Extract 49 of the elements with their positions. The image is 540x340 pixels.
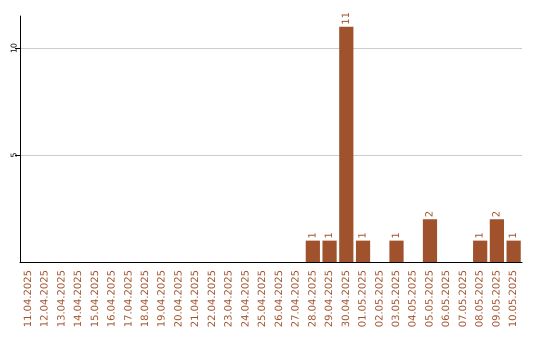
bar: [490, 219, 504, 262]
x-tick-label: 02.05.2025: [374, 270, 386, 328]
data-label: 1: [307, 232, 318, 239]
bar: [473, 240, 488, 262]
x-tick-label: 09.05.2025: [491, 270, 502, 328]
x-tick-label: 01.05.2025: [358, 270, 369, 328]
x-tick-label: 26.04.2025: [274, 270, 285, 328]
x-tick-label: 20.04.2025: [173, 270, 184, 328]
x-tick-label: 23.04.2025: [224, 270, 235, 328]
x-tick-label: 03.05.2025: [391, 270, 402, 328]
x-tick-label: 05.05.2025: [424, 270, 436, 328]
data-label: 1: [474, 232, 486, 239]
x-tick-label: 25.04.2025: [257, 270, 268, 328]
x-tick-label: 18.04.2025: [140, 270, 151, 328]
data-label: 1: [508, 232, 520, 239]
data-label: 1: [391, 232, 402, 239]
bar: [322, 240, 337, 262]
bar: [306, 240, 320, 262]
x-tick-label: 30.04.2025: [340, 270, 352, 328]
bar: [422, 219, 438, 262]
x-tick-label: 13.04.2025: [56, 270, 68, 328]
x-tick-label: 08.05.2025: [474, 270, 486, 328]
bar: [339, 26, 354, 262]
x-tick-label: 12.04.2025: [40, 270, 51, 328]
x-tick-label: 04.05.2025: [408, 270, 419, 328]
data-label: 2: [491, 210, 502, 218]
data-label: 1: [358, 232, 369, 239]
x-tick-label: 15.04.2025: [90, 270, 101, 328]
x-tick-label: 24.04.2025: [240, 270, 252, 328]
x-tick-label: 27.04.2025: [290, 270, 302, 328]
x-tick-label: 29.04.2025: [324, 270, 336, 328]
x-tick-label: 19.04.2025: [156, 270, 168, 328]
x-tick-label: 28.04.2025: [307, 270, 318, 328]
data-label: 11: [340, 12, 352, 25]
bar: [389, 240, 404, 262]
bar: [356, 240, 370, 262]
x-tick-label: 11.04.2025: [22, 270, 34, 328]
x-tick-label: 07.05.2025: [458, 270, 469, 328]
data-label: 1: [324, 232, 336, 239]
x-tick-label: 10.05.2025: [508, 270, 520, 328]
x-tick-label: 22.04.2025: [206, 270, 218, 328]
bar: [506, 240, 521, 262]
x-tick-label: 16.04.2025: [106, 270, 118, 328]
x-tick-label: 06.05.2025: [441, 270, 452, 328]
x-tick-label: 17.04.2025: [123, 270, 134, 328]
x-tick-label: 21.04.2025: [190, 270, 202, 328]
data-label: 2: [424, 210, 436, 218]
y-tick-label: 10: [10, 42, 18, 54]
x-tick-label: 14.04.2025: [73, 270, 84, 328]
